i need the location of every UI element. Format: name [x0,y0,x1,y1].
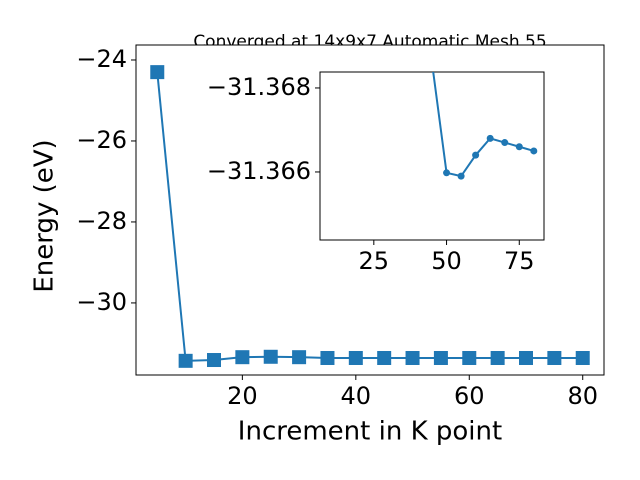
marker [472,151,480,159]
marker [414,0,421,7]
marker [443,169,451,177]
marker [530,147,538,155]
marker [292,350,307,365]
marker [501,139,509,147]
marker [150,65,165,80]
y-tick-label: −28 [76,207,127,235]
y-tick-label: −30 [76,288,127,316]
line [432,72,535,178]
y-tick-label: −31.368 [207,73,311,101]
y-tick-label: −31.366 [207,157,311,185]
y-tick-label: −26 [76,126,127,154]
marker [575,350,590,365]
x-tick-label: 20 [227,382,258,410]
marker [370,0,377,7]
line [156,72,583,362]
marker [486,134,494,142]
axes-frame [319,71,545,241]
marker [207,353,221,368]
marker [405,350,420,365]
y-tick-label: −24 [76,45,127,73]
x-tick-label: 25 [359,247,390,275]
plot-area [327,0,538,180]
plot-area [150,65,590,368]
x-tick-label: 60 [454,382,485,410]
marker [433,350,448,365]
x-tick-label: 80 [567,382,598,410]
marker [348,350,363,365]
marker [490,350,505,365]
marker [320,350,335,365]
y-axis-label: Energy (eV) [30,139,60,292]
marker [263,349,278,364]
marker [399,0,406,7]
marker [235,350,250,365]
marker [377,350,392,365]
marker [462,350,477,365]
x-axis-label: Increment in K point [238,417,502,447]
marker [327,0,334,7]
marker [515,143,523,151]
marker [178,353,193,368]
marker [519,350,533,365]
x-tick-label: 40 [341,382,372,410]
x-tick-label: 50 [431,247,462,275]
marker [356,0,363,7]
marker [385,0,392,7]
x-tick-label: 75 [504,247,535,275]
marker [547,350,562,365]
marker [341,0,348,7]
marker [457,172,465,180]
